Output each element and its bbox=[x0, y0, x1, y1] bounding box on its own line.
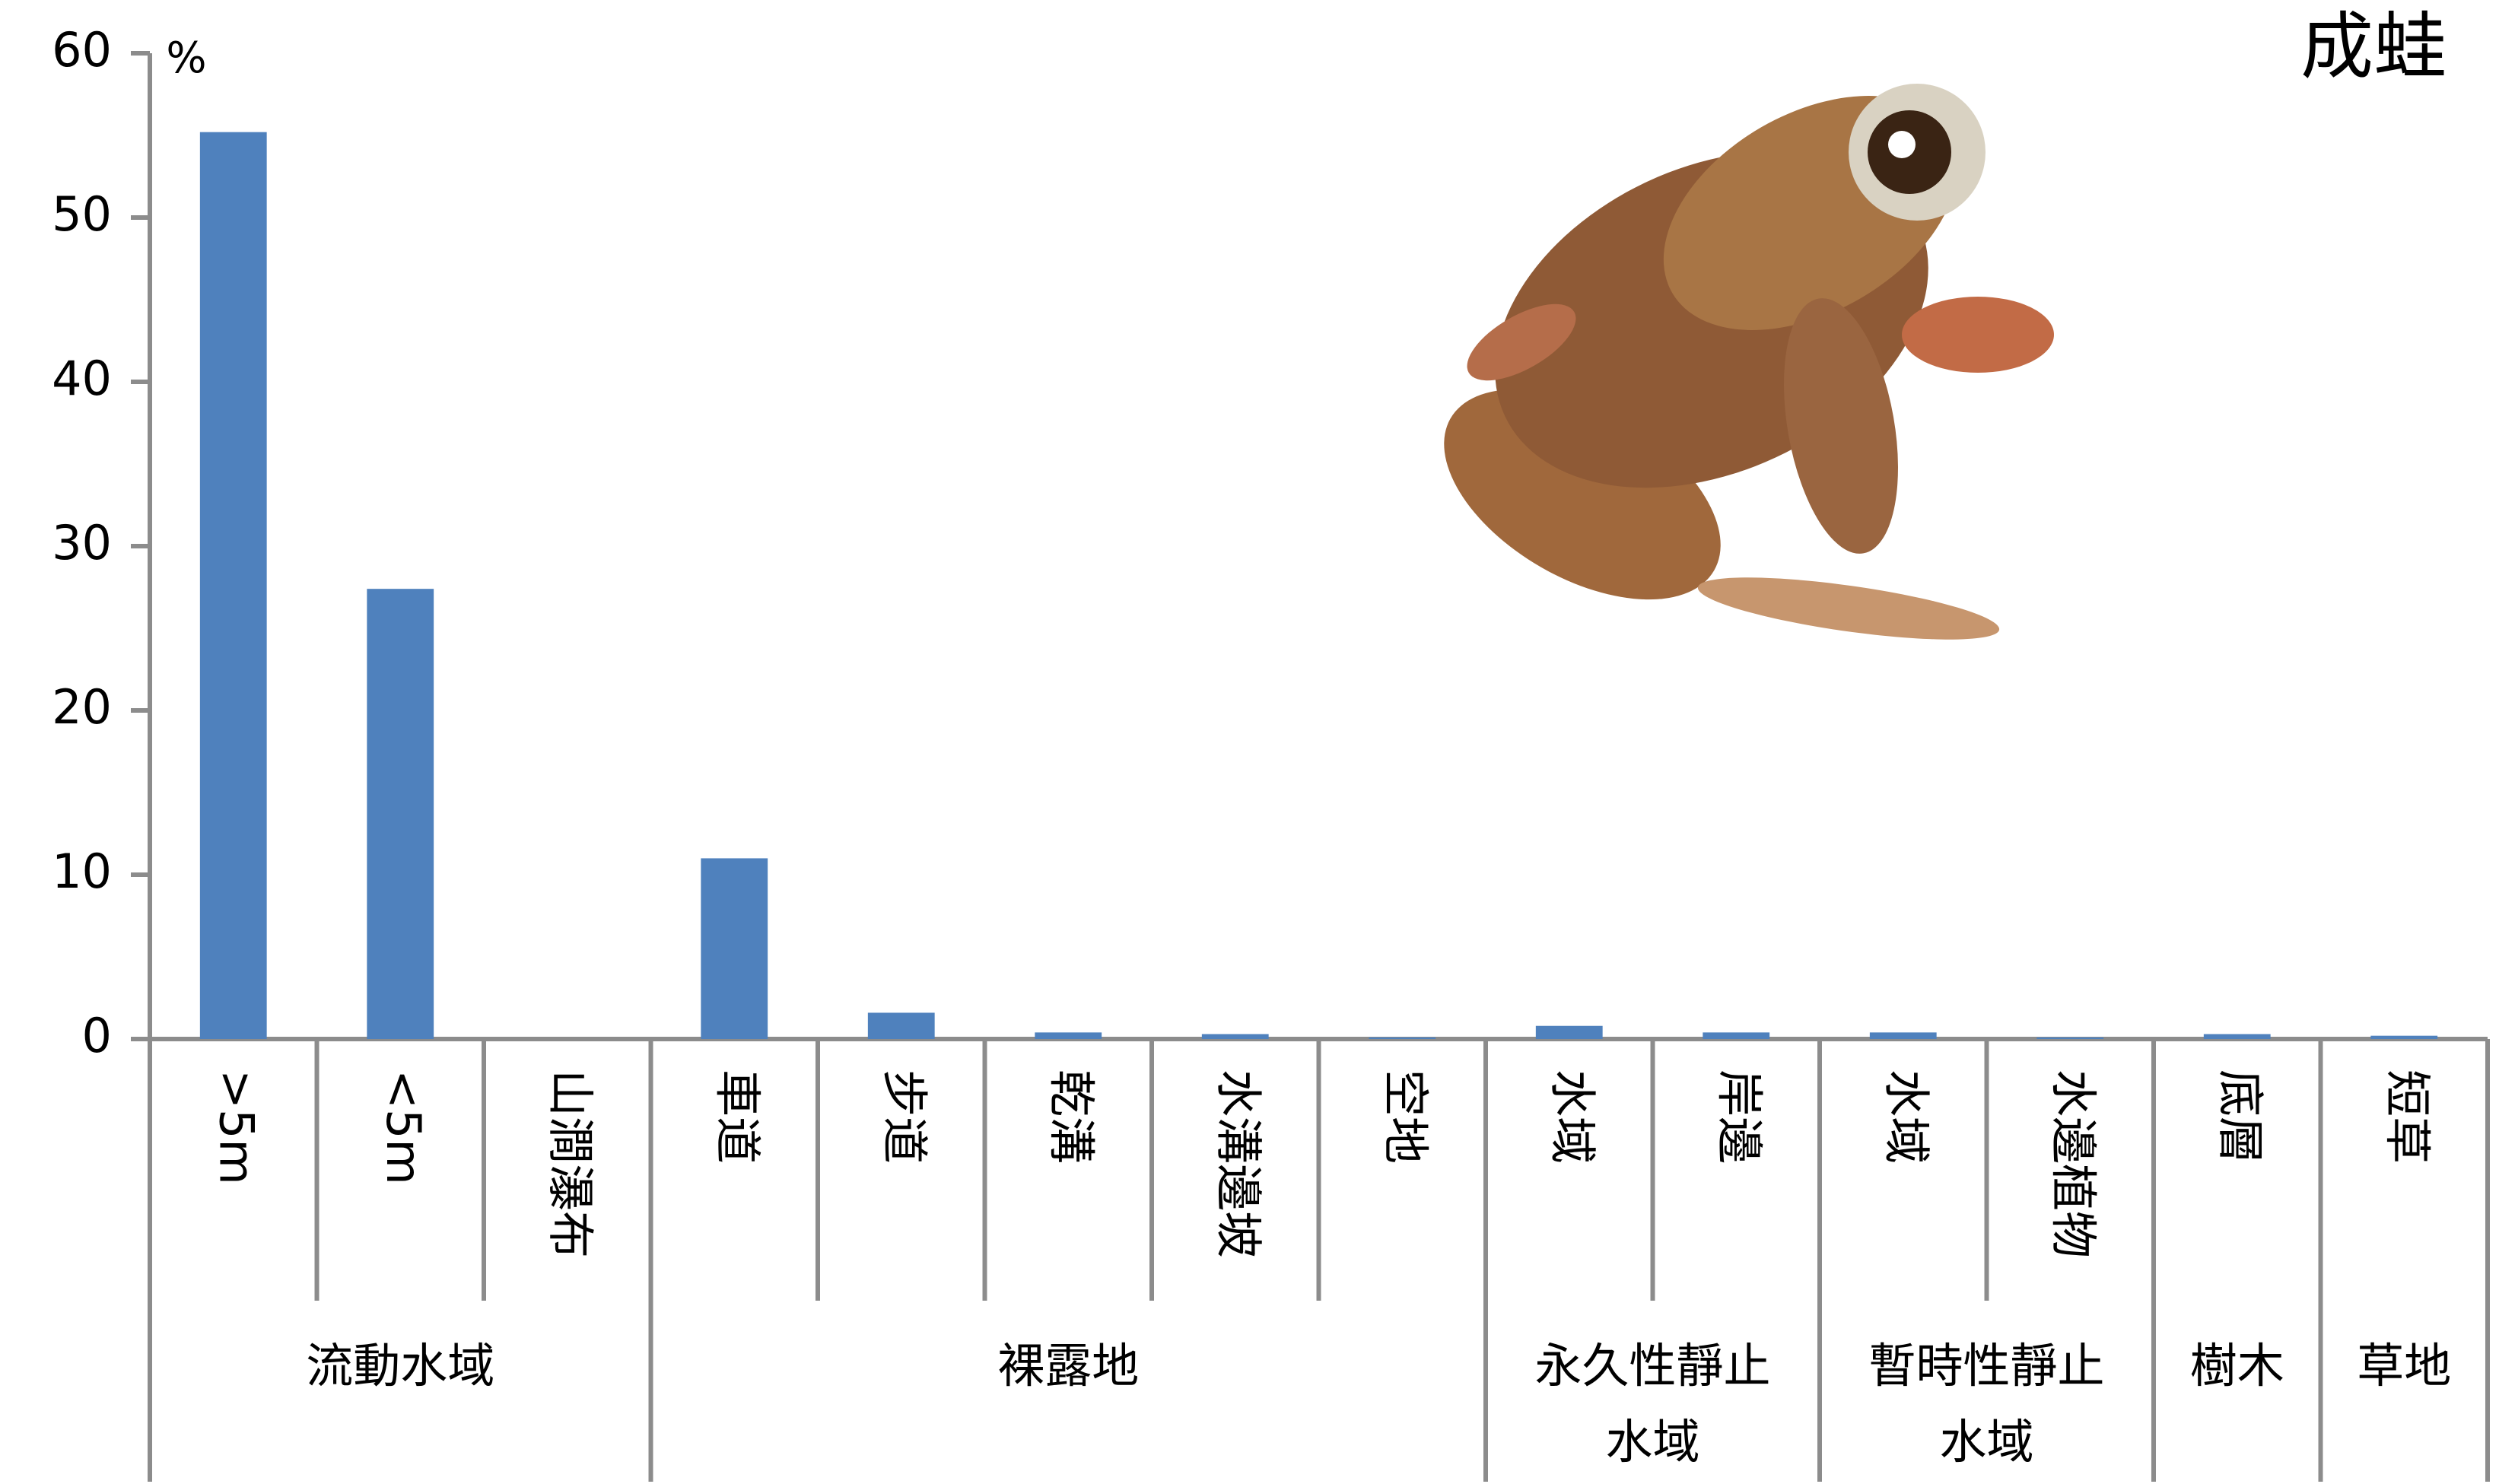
bar bbox=[1035, 1032, 1102, 1039]
bar bbox=[867, 1012, 935, 1039]
bar bbox=[1369, 1037, 1436, 1039]
bar bbox=[2370, 1035, 2438, 1039]
x-tick-label: 步道 bbox=[877, 1069, 933, 1164]
bar bbox=[701, 858, 768, 1039]
x-tick-label: 山澗瀑布 bbox=[543, 1069, 599, 1258]
group-label: 流動水域 bbox=[306, 1338, 494, 1393]
bar bbox=[1869, 1032, 1937, 1039]
x-tick-label: 水邊植物 bbox=[2046, 1069, 2101, 1258]
x-tick-label: 岸邊 bbox=[1712, 1069, 1767, 1164]
x-tick-label: 水域 bbox=[1879, 1069, 1935, 1164]
x-tick-label: 短草 bbox=[2380, 1069, 2435, 1164]
y-unit: % bbox=[166, 33, 206, 83]
group-label: 暫時性靜止 bbox=[1868, 1338, 2104, 1393]
x-tick-label: <5m bbox=[376, 1069, 431, 1185]
y-tick-label: 50 bbox=[52, 186, 112, 242]
bar bbox=[1201, 1034, 1269, 1039]
bar bbox=[1535, 1025, 1603, 1039]
y-tick-label: 60 bbox=[52, 22, 112, 78]
y-tick-label: 20 bbox=[52, 679, 112, 735]
x-tick-label: >5m bbox=[209, 1069, 265, 1185]
y-tick-label: 10 bbox=[52, 844, 112, 899]
group-label: 水域 bbox=[1605, 1414, 1699, 1470]
y-tick-label: 0 bbox=[82, 1008, 112, 1063]
x-tick-label: 水域 bbox=[1545, 1069, 1601, 1164]
x-tick-label: 乾溝 bbox=[1044, 1069, 1099, 1164]
x-tick-label: 底層 bbox=[2213, 1069, 2268, 1164]
group-label: 樹木 bbox=[2190, 1338, 2284, 1393]
group-label: 裸露地 bbox=[997, 1338, 1139, 1393]
x-tick-label: 空地 bbox=[1378, 1069, 1433, 1164]
group-label: 草地 bbox=[2357, 1338, 2451, 1393]
bar bbox=[199, 132, 267, 1040]
x-tick-label: 水溝邊坡 bbox=[1211, 1069, 1267, 1258]
bar bbox=[1703, 1032, 1770, 1039]
frog-photo bbox=[1444, 84, 2054, 640]
y-tick-label: 40 bbox=[52, 351, 112, 406]
group-label: 水域 bbox=[1939, 1414, 2033, 1470]
bar bbox=[2036, 1037, 2104, 1039]
chart-title: 成蛙 bbox=[2300, 4, 2447, 89]
bar bbox=[367, 589, 434, 1039]
x-tick-label: 車道 bbox=[710, 1069, 765, 1164]
bar bbox=[2203, 1034, 2271, 1039]
y-tick-label: 30 bbox=[52, 515, 112, 570]
group-label: 永久性靜止 bbox=[1534, 1338, 1770, 1393]
